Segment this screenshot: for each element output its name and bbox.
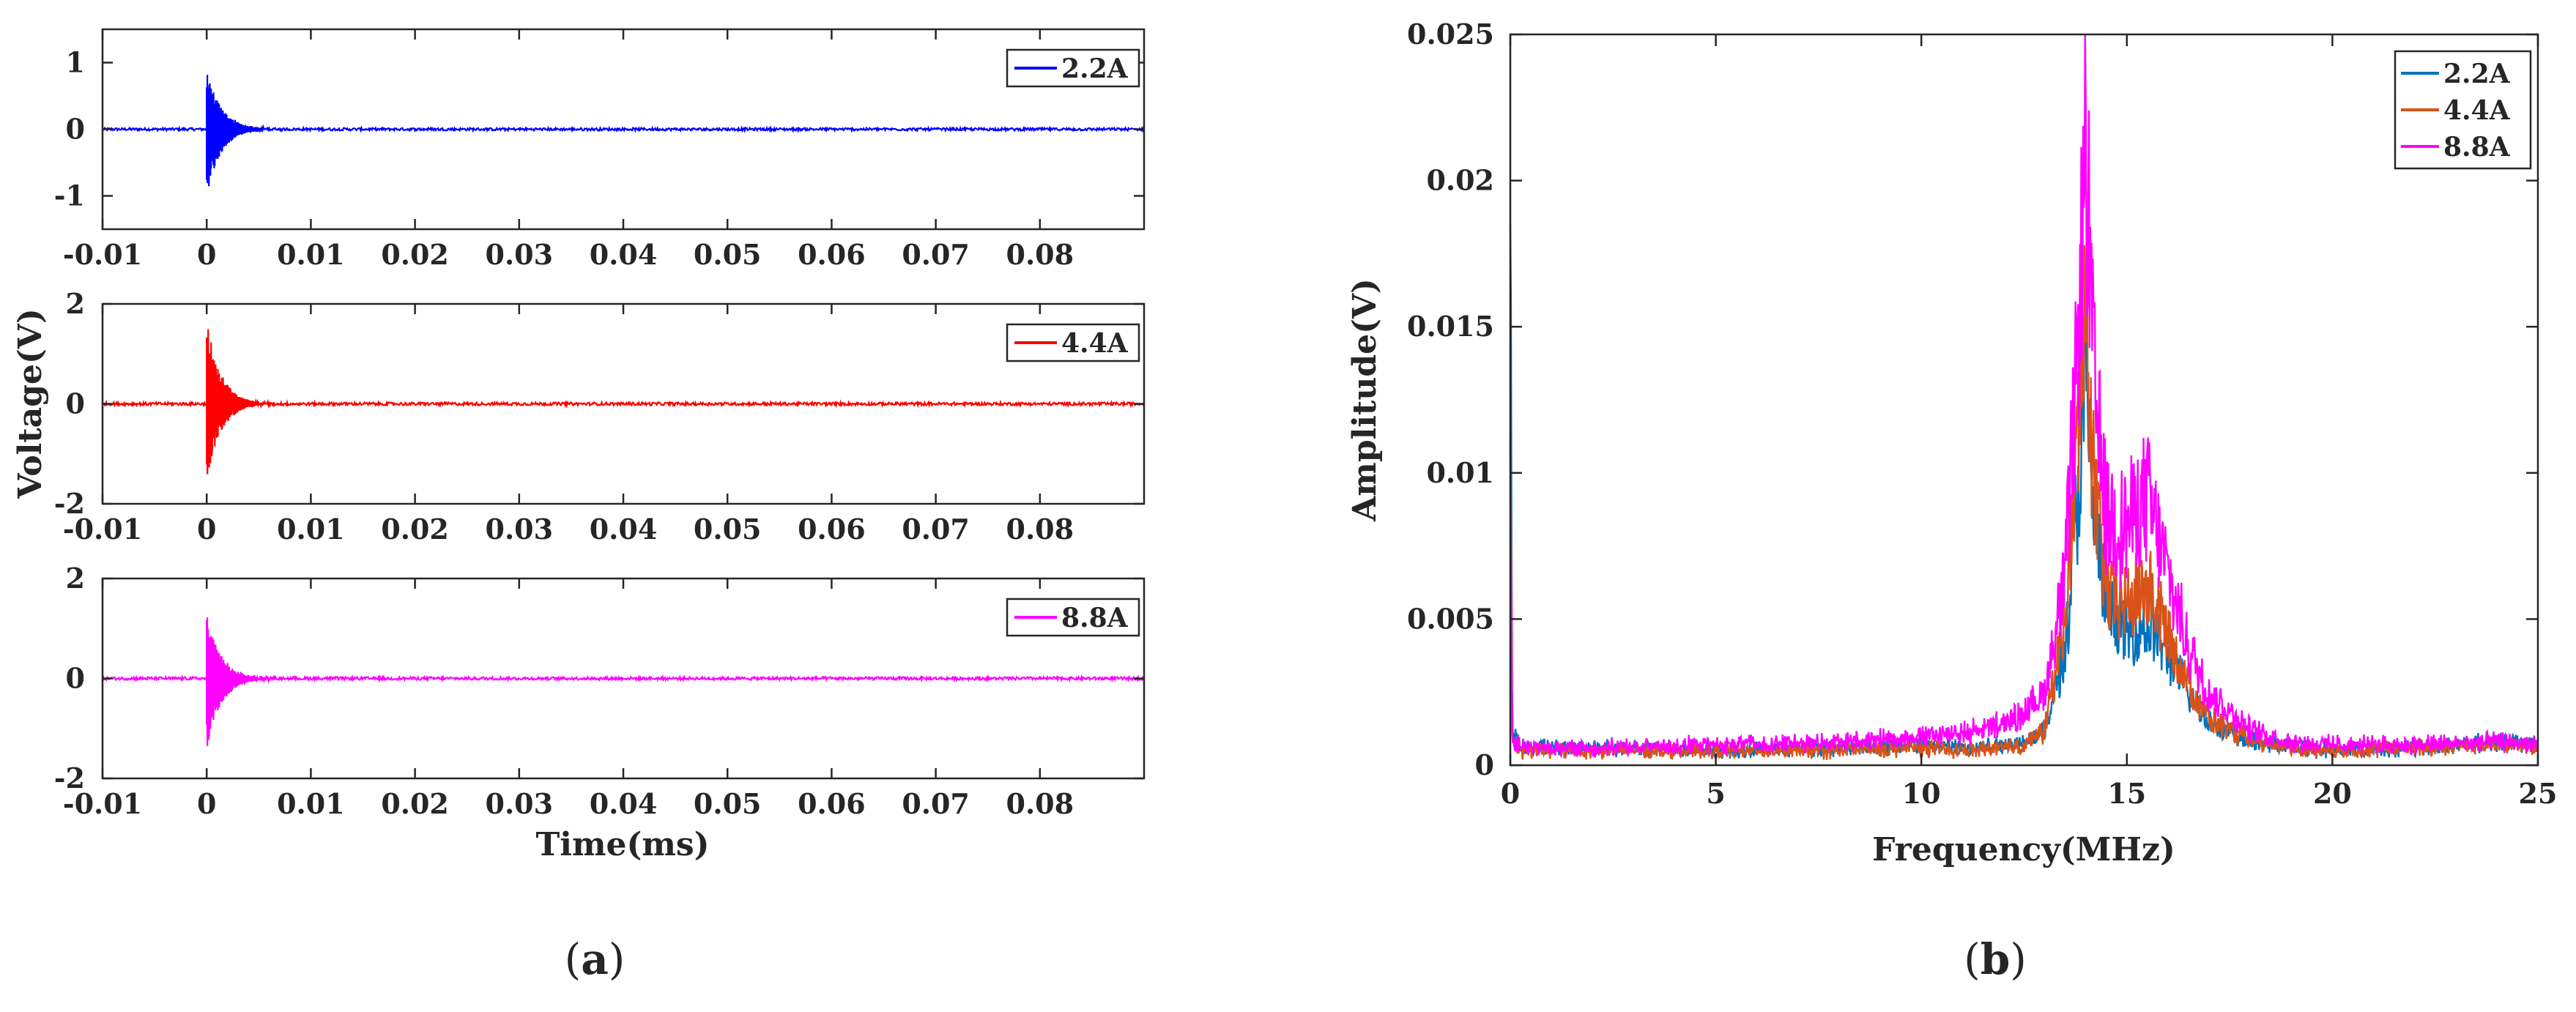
x-tick-label: 0: [1501, 777, 1520, 810]
y-tick-label: 0.005: [1407, 602, 1494, 635]
x-tick-label: 0.01: [277, 513, 345, 546]
x-tick-label: 0.07: [902, 513, 970, 546]
legend-4.4A: 4.4A: [1006, 323, 1140, 362]
trace-4.4A: [102, 329, 1145, 475]
x-tick-label: 15: [2107, 777, 2146, 810]
x-tick-label: 0.05: [694, 238, 762, 271]
y-tick-label: 0.025: [1407, 18, 1494, 51]
x-tick-label: 0.02: [381, 787, 449, 820]
legend-label: 2.2A: [1061, 53, 1129, 84]
y-tick-label: 0: [66, 387, 85, 420]
y-tick-label: 0: [66, 113, 85, 146]
panel-b-letter: b: [1981, 934, 2011, 984]
y-tick-label: 0.02: [1426, 164, 1494, 197]
x-tick-label: 0.06: [798, 513, 866, 546]
x-tick-label: 0.04: [590, 238, 658, 271]
panel-a-letter: a: [581, 934, 609, 984]
subplot-8.8A: -0.01 0 0.01 0.02 0.03 0.04 0.05 0.06 0.07 0.08 2 0…: [54, 562, 1146, 820]
x-tick-label: 0.02: [381, 238, 449, 271]
series-2.2A: [1509, 224, 2539, 759]
x-axis-label: Time(ms): [536, 826, 710, 863]
legend-label: 8.8A: [1061, 603, 1129, 633]
trace-2.2A: [102, 75, 1146, 187]
legend-label: 4.4A: [1061, 328, 1129, 359]
x-tick-label: 0.05: [694, 513, 762, 546]
panel-a-caption: (a): [565, 934, 626, 984]
y-tick-label: 0: [1475, 748, 1494, 781]
x-tick-label: -0.01: [63, 513, 142, 546]
panel-a-time-domain: -0.01 0 0.01 0.02 0.03 0.04 0.05 0.06 0.07 0.08 1 0…: [12, 28, 1146, 863]
x-tick-label: 0.05: [694, 787, 762, 820]
x-tick-label: 0.07: [902, 787, 970, 820]
y-tick-label: -2: [54, 487, 85, 520]
legend-8.8A: 8.8A: [1006, 598, 1140, 637]
legend-label: 2.2A: [2443, 59, 2511, 89]
x-tick-label: 0.03: [486, 787, 554, 820]
x-tick-label: 0.06: [798, 787, 866, 820]
y-tick-label: 2: [66, 287, 85, 320]
x-tick-label: 0.08: [1006, 513, 1074, 546]
y-tick-label: 1: [66, 46, 85, 79]
x-tick-label: 0: [197, 787, 216, 820]
legend-box: [1006, 48, 1140, 88]
x-tick-label: 0.08: [1006, 787, 1074, 820]
x-tick-label: 0.02: [381, 513, 449, 546]
panel-b-frequency-spectrum: 0 5 10 15 20 25 0 0.005 0.01 0.015 0.02 0.025 2.2A 4.…: [1346, 18, 2557, 868]
x-tick-label: 0: [197, 238, 216, 271]
legend-label: 4.4A: [2443, 95, 2511, 126]
x-tick-label: 0: [197, 513, 216, 546]
trace-8.8A: [102, 617, 1146, 746]
series-8.8A: [1509, 34, 2539, 759]
y-axis-label: Voltage(V): [12, 308, 49, 499]
legend-label: 8.8A: [2443, 132, 2511, 163]
x-tick-label: 0.08: [1006, 238, 1074, 271]
y-tick-label: 0: [66, 662, 85, 695]
x-tick-label: 0.06: [798, 238, 866, 271]
x-tick-label: 0.07: [902, 238, 970, 271]
y-axis-label: Amplitude(V): [1346, 278, 1384, 522]
x-tick-label: 5: [1706, 777, 1725, 810]
legend-2.2A: 2.2A: [1006, 48, 1140, 88]
subplot-2.2A: -0.01 0 0.01 0.02 0.03 0.04 0.05 0.06 0.07 0.08 1 0…: [54, 28, 1146, 271]
y-tick-label: 2: [66, 562, 85, 595]
x-tick-label: 20: [2313, 777, 2352, 810]
x-tick-label: 10: [1902, 777, 1941, 810]
x-tick-label: 0.04: [590, 513, 658, 546]
subplot-4.4A: -0.01 0 0.01 0.02 0.03 0.04 0.05 0.06 0.07 0.08 2 0…: [54, 287, 1146, 546]
x-axis-label: Frequency(MHz): [1872, 831, 2175, 868]
axes-box: [1509, 33, 2539, 767]
panel-b-caption: (b): [1964, 934, 2027, 984]
y-tick-label: 0.015: [1407, 310, 1494, 343]
x-tick-label: 25: [2519, 777, 2558, 810]
x-tick-label: -0.01: [63, 238, 142, 271]
y-tick-label: -1: [54, 179, 85, 212]
x-tick-label: 0.01: [277, 787, 345, 820]
x-tick-label: -0.01: [63, 787, 142, 820]
series-4.4A: [1509, 228, 2539, 760]
y-tick-label: 0.01: [1426, 456, 1494, 489]
y-tick-label: -2: [54, 762, 85, 795]
x-tick-label: 0.03: [486, 238, 554, 271]
x-tick-label: 0.03: [486, 513, 554, 546]
x-tick-label: 0.01: [277, 238, 345, 271]
x-tick-label: 0.04: [590, 787, 658, 820]
legend: 2.2A 4.4A 8.8A: [2394, 50, 2532, 170]
